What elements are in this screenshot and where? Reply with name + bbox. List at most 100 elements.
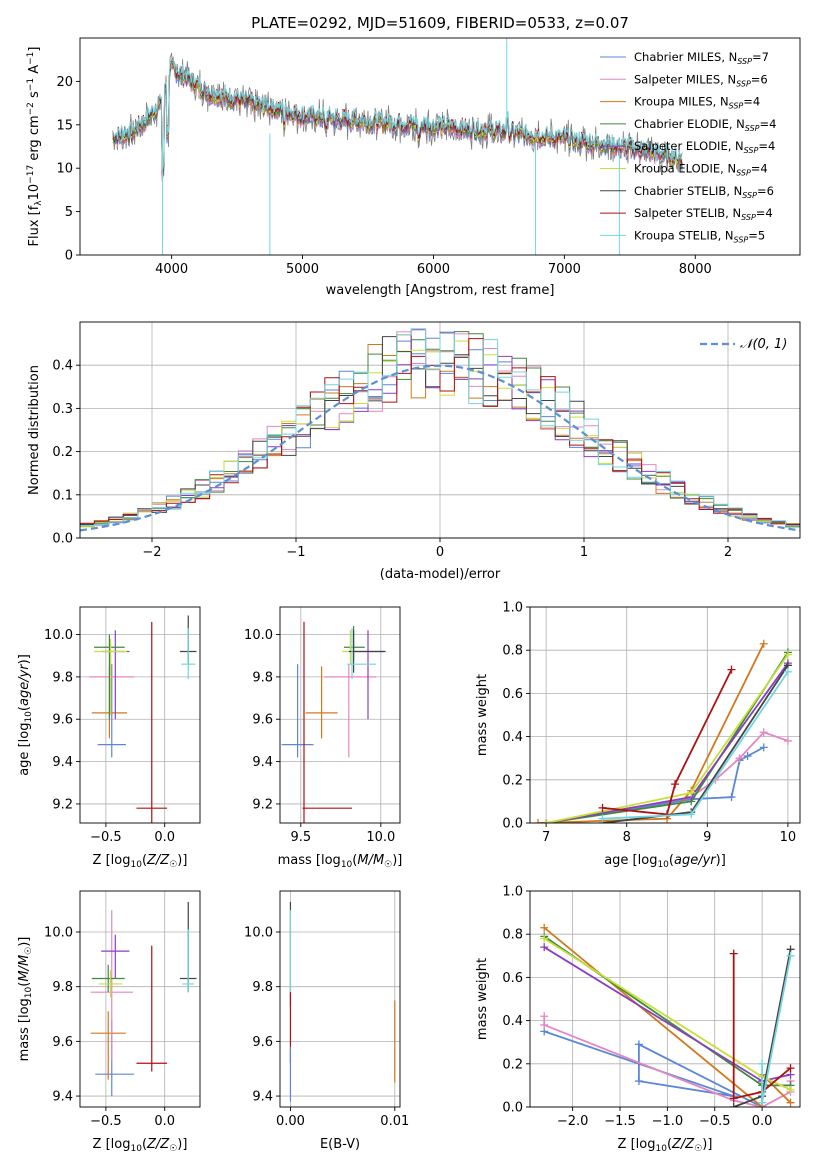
weight-marker xyxy=(735,754,744,763)
x-tick-label: −2.0 xyxy=(557,1114,589,1129)
gaussian-curve xyxy=(80,364,800,532)
x-tick-label: 1 xyxy=(580,545,588,560)
point-chabrier-elodie xyxy=(344,626,365,660)
y-axis-label: mass weight xyxy=(475,674,490,756)
y-axis-label: Flux [fλ10−17 erg cm−2 s−1 A−1] xyxy=(26,47,44,247)
x-tick-label: 8 xyxy=(623,830,631,845)
point-salpeter-elodie xyxy=(101,630,130,720)
x-tick-label: 0 xyxy=(436,545,444,560)
y-tick-label: 0.4 xyxy=(502,1014,523,1029)
point-chabrier-miles xyxy=(281,664,314,758)
legend-label: Kroupa MILES, NSSP=4 xyxy=(634,95,760,111)
weight-marker xyxy=(634,1040,643,1049)
weight-marker xyxy=(758,1059,767,1068)
point-salpeter-stelib xyxy=(136,621,168,823)
x-axis-label: mass [log10(M/M☉)] xyxy=(278,853,403,870)
y-axis-label: mass [log10(M/M☉)] xyxy=(17,937,34,1062)
axes-frame xyxy=(79,37,801,256)
x-tick-label: 6000 xyxy=(417,262,450,277)
weight-marker xyxy=(540,943,549,952)
y-tick-label: 9.8 xyxy=(252,980,273,995)
y-tick-label: 9.8 xyxy=(52,670,73,685)
axes-frame xyxy=(79,606,201,824)
y-tick-label: 10.0 xyxy=(44,628,73,643)
weight-line xyxy=(732,953,792,1100)
y-tick-label: 9.2 xyxy=(252,797,273,812)
weight-marker xyxy=(729,1103,738,1107)
weight-marker xyxy=(786,1098,795,1107)
weight-marker xyxy=(687,810,696,819)
series-kroupa-stelib xyxy=(758,951,795,1107)
weight-marker xyxy=(783,736,792,745)
weight-marker xyxy=(540,1020,549,1029)
weight-line xyxy=(602,669,733,816)
weight-marker xyxy=(540,1012,549,1021)
y-tick-label: 9.2 xyxy=(52,797,73,812)
panel-age-mass: 9.5 10.0 9.2 9.4 9.6 9.8 10.0 mass [log10(M/M☉)… xyxy=(244,606,403,870)
point-kroupa-stelib xyxy=(181,628,196,679)
x-axis-label: wavelength [Angstrom, rest frame] xyxy=(326,283,555,298)
x-tick-label: −0.5 xyxy=(699,1114,731,1129)
weight-marker xyxy=(783,667,792,676)
y-tick-label: 10.0 xyxy=(244,926,273,941)
legend-label: Salpeter MILES, NSSP=6 xyxy=(634,72,768,88)
plot-area xyxy=(281,621,386,823)
y-tick-label: 0.8 xyxy=(502,928,523,943)
y-tick-label: 1.0 xyxy=(502,885,523,900)
weight-marker xyxy=(663,810,672,819)
x-tick-label: −0.5 xyxy=(90,1114,122,1129)
x-tick-label: 0.0 xyxy=(154,1114,175,1129)
point-salpeter-stelib xyxy=(302,621,352,823)
y-tick-label: 0.4 xyxy=(52,359,73,374)
series-chabrier-miles xyxy=(542,743,768,823)
weight-marker xyxy=(758,1098,767,1107)
x-tick-label: −1 xyxy=(286,545,305,560)
legend-label: Chabrier ELODIE, NSSP=4 xyxy=(634,117,776,133)
point-kroupa-miles xyxy=(305,666,338,739)
panel-massweight-Z: −2.0 −1.5 −1.0 −0.5 0.0 0.0 0.2 0.4 0.6 0.8 1.0 Z [… xyxy=(475,885,801,1154)
x-axis-label: age [log10(age/yr)] xyxy=(604,853,726,870)
weight-marker xyxy=(759,728,768,737)
weight-line xyxy=(538,643,765,823)
legend-label: Salpeter ELODIE, NSSP=4 xyxy=(634,139,775,155)
y-axis-label: mass weight xyxy=(475,958,490,1040)
y-tick-label: 9.4 xyxy=(252,755,273,770)
panel-age-Z: −0.5 0.0 9.2 9.4 9.6 9.8 10.0 Z [log10(Z/Z☉)] ag… xyxy=(17,606,201,870)
point-chabrier-miles xyxy=(97,664,126,758)
y-tick-label: 9.6 xyxy=(252,713,273,728)
x-tick-label: 0.01 xyxy=(380,1114,409,1129)
weight-marker xyxy=(598,803,607,812)
weight-marker xyxy=(687,788,696,797)
y-tick-label: 9.4 xyxy=(52,755,73,770)
axes-frame xyxy=(79,321,801,539)
panel-mass-EBV: 0.00 0.01 9.4 9.6 9.8 10.0 E(B-V) xyxy=(244,890,409,1152)
weight-marker xyxy=(786,1085,795,1094)
weight-marker xyxy=(759,743,768,752)
legend: Chabrier MILES, NSSP=7 Salpeter MILES, NS… xyxy=(600,50,776,244)
x-tick-label: 5000 xyxy=(286,262,319,277)
point-chabrier-miles xyxy=(95,1019,135,1097)
y-tick-label: 0 xyxy=(65,249,73,264)
y-axis-label: age [log10(age/yr)] xyxy=(17,654,34,776)
weight-marker xyxy=(727,665,736,674)
x-tick-label: 7 xyxy=(542,830,550,845)
x-tick-label: −0.5 xyxy=(90,830,122,845)
y-tick-label: 0.8 xyxy=(502,644,523,659)
x-axis-label: Z [log10(Z/Z☉)] xyxy=(618,1137,713,1154)
x-tick-label: −1.5 xyxy=(604,1114,636,1129)
weight-line xyxy=(545,662,789,823)
x-tick-label: 7000 xyxy=(548,262,581,277)
plot-area xyxy=(289,901,396,1102)
panel-mass-Z: −0.5 0.0 9.4 9.6 9.8 10.0 Z [log10(Z/Z☉)] mass … xyxy=(17,890,201,1154)
figure-title: PLATE=0292, MJD=51609, FIBERID=0533, z=0… xyxy=(251,14,629,32)
legend-label: Kroupa STELIB, NSSP=5 xyxy=(634,228,765,244)
weight-marker xyxy=(540,923,549,932)
x-tick-label: −2 xyxy=(142,545,161,560)
weight-marker xyxy=(542,819,551,823)
point-kroupa-miles xyxy=(90,1011,126,1080)
histogram-salpeter-stelib xyxy=(80,338,800,525)
y-tick-label: 9.4 xyxy=(52,1090,73,1105)
x-axis-label: Z [log10(Z/Z☉)] xyxy=(93,853,188,870)
